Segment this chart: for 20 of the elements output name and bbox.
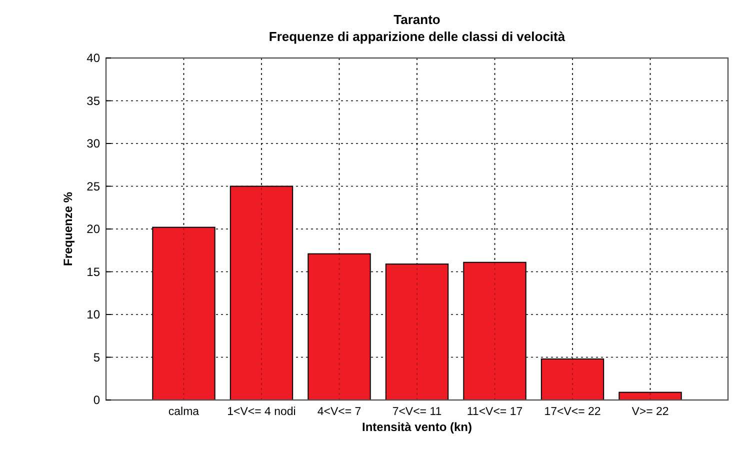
chart-title: Taranto	[394, 12, 440, 27]
x-tick-label: 17<V<= 22	[544, 406, 601, 418]
x-tick-label: 7<V<= 11	[392, 406, 442, 418]
x-tick-label: V>= 22	[632, 406, 669, 418]
y-tick-label: 40	[86, 51, 100, 66]
y-axis-title: Frequenze %	[61, 192, 75, 266]
x-tick-label: 11<V<= 17	[466, 406, 523, 418]
y-tick-label: 20	[86, 222, 100, 236]
chart-subtitle: Frequenze di apparizione delle classi di velocità	[268, 29, 566, 44]
x-tick-label: 4<V<= 7	[317, 406, 362, 418]
y-tick-label: 25	[86, 179, 100, 194]
y-tick-label: 10	[86, 308, 100, 322]
y-tick-label: 5	[93, 350, 100, 364]
x-tick-label: 1<V<= 4 nodi	[227, 406, 296, 418]
x-axis-title: Intensità vento (kn)	[362, 420, 472, 434]
x-tick-label: calma	[168, 406, 200, 418]
y-tick-label: 35	[86, 94, 100, 108]
y-tick-label: 30	[86, 136, 100, 151]
y-tick-label: 15	[86, 264, 100, 279]
y-tick-label: 0	[93, 393, 100, 408]
